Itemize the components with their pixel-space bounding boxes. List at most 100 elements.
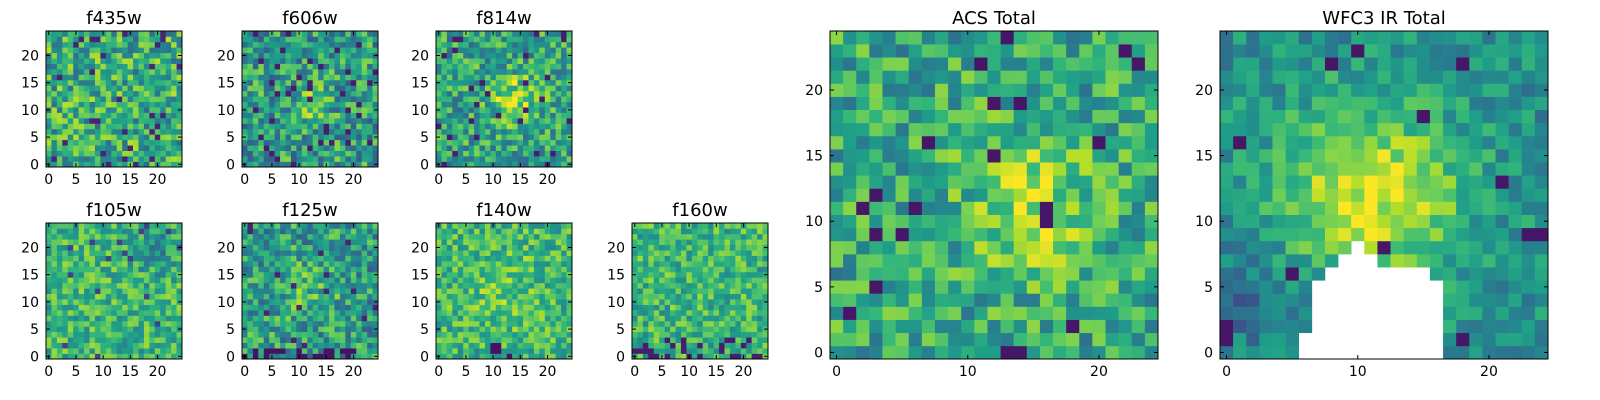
heatmap-cell	[301, 299, 308, 305]
heatmap-cell	[122, 315, 128, 322]
heatmap-cell	[89, 145, 96, 151]
heatmap-cell	[506, 31, 513, 37]
heatmap-cell	[154, 255, 161, 262]
heatmap-cell	[345, 331, 352, 338]
heatmap-cell	[517, 271, 524, 278]
heatmap-cell	[78, 112, 85, 119]
heatmap-cell	[642, 277, 649, 284]
heatmap-cell	[56, 315, 63, 322]
heatmap-cell	[528, 118, 535, 124]
heatmap-cell	[506, 74, 513, 81]
heatmap-cell	[350, 128, 357, 135]
heatmap-cell	[301, 161, 308, 168]
heatmap-cell	[675, 293, 682, 300]
heatmap-cell	[312, 31, 319, 37]
heatmap-cell	[680, 277, 687, 284]
heatmap-cell	[702, 250, 709, 256]
heatmap-cell	[339, 239, 346, 246]
heatmap-cell	[290, 41, 297, 48]
heatmap-cell	[100, 96, 107, 103]
heatmap-cell	[345, 250, 352, 256]
heatmap-cell	[468, 288, 475, 295]
heatmap-cell	[555, 112, 562, 119]
heatmap-cell	[133, 304, 139, 311]
heatmap-cell	[149, 36, 156, 43]
heatmap-cell	[1079, 345, 1093, 360]
heatmap-cell	[479, 156, 486, 162]
heatmap-cell	[474, 266, 480, 273]
heatmap-cell	[356, 123, 362, 130]
heatmap-cell	[501, 233, 508, 240]
heatmap-cell	[843, 214, 857, 229]
heatmap-cell	[436, 123, 442, 130]
heatmap-cell	[934, 149, 949, 163]
heatmap-cell	[544, 118, 551, 124]
heatmap-cell	[490, 90, 497, 97]
heatmap-cell	[258, 58, 265, 64]
heatmap-cell	[566, 288, 573, 295]
heatmap-cell	[51, 36, 58, 43]
heatmap-cell	[468, 277, 475, 284]
heatmap-cell	[274, 74, 281, 81]
heatmap-cell	[318, 353, 324, 360]
heatmap-cell	[105, 239, 112, 246]
heatmap-cell	[67, 47, 74, 54]
heatmap-cell	[539, 112, 546, 119]
heatmap-cell	[367, 320, 373, 327]
heatmap-cell	[446, 79, 453, 86]
heatmap-cell	[323, 293, 330, 300]
heatmap-cell	[479, 123, 486, 130]
heatmap-cell	[67, 304, 74, 311]
x-tick-label: 10	[484, 364, 502, 380]
heatmap-cell	[757, 353, 763, 360]
heatmap-cell	[490, 288, 497, 295]
heatmap-cell	[56, 233, 63, 240]
heatmap-cell	[274, 244, 281, 251]
heatmap-cell	[356, 261, 362, 267]
y-tick-label: 0	[420, 349, 429, 365]
heatmap-cell	[318, 310, 324, 316]
heatmap-cell	[89, 282, 96, 289]
heatmap-cell	[1079, 175, 1093, 189]
heatmap-cell	[165, 342, 172, 349]
heatmap-cell	[463, 255, 469, 262]
heatmap-cell	[490, 52, 497, 59]
heatmap-cell	[176, 112, 183, 119]
heatmap-cell	[122, 299, 128, 305]
heatmap-cell	[675, 266, 682, 273]
heatmap-cell	[708, 326, 714, 333]
heatmap-cell	[555, 353, 562, 360]
heatmap-cell	[367, 304, 373, 311]
heatmap-cell	[691, 239, 698, 246]
heatmap-cell	[367, 282, 373, 289]
heatmap-cell	[263, 353, 270, 360]
heatmap-cell	[46, 348, 52, 354]
heatmap-cell	[713, 310, 720, 316]
heatmap-cell	[138, 266, 145, 273]
heatmap-cell	[149, 320, 156, 327]
heatmap-cell	[675, 299, 682, 305]
heatmap-cell	[1066, 280, 1080, 294]
heatmap-cell	[446, 326, 453, 333]
heatmap-cell	[73, 139, 79, 146]
heatmap-cell	[138, 239, 145, 246]
heatmap-cell	[1144, 227, 1159, 242]
heatmap-cell	[566, 223, 573, 229]
heatmap-cell	[495, 134, 502, 141]
heatmap-cell	[441, 348, 448, 354]
heatmap-cell	[528, 348, 535, 354]
heatmap-cell	[62, 145, 69, 151]
heatmap-cell	[446, 161, 453, 168]
heatmap-cell	[544, 134, 551, 141]
heatmap-cell	[89, 342, 96, 349]
heatmap-cell	[334, 58, 341, 64]
heatmap-cell	[642, 331, 649, 338]
heatmap-cell	[78, 74, 85, 81]
heatmap-cell	[127, 156, 134, 162]
heatmap-cell	[566, 266, 573, 273]
heatmap-cell	[78, 96, 85, 103]
heatmap-cell	[171, 271, 177, 278]
heatmap-cell	[105, 223, 112, 229]
heatmap-cell	[544, 255, 551, 262]
heatmap-cell	[323, 266, 330, 273]
